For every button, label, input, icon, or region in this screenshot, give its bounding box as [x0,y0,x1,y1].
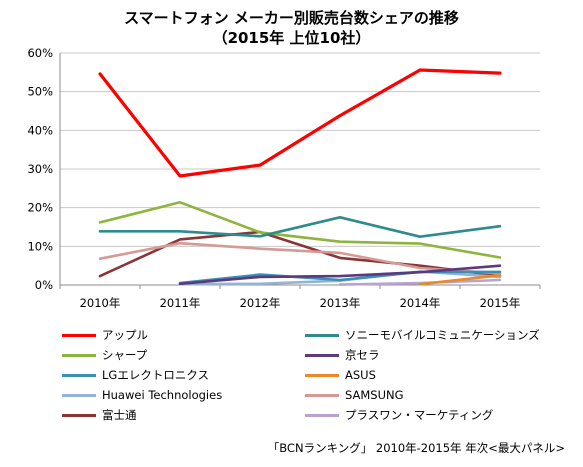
legend-item: 富士通 [62,406,137,424]
series-line [98,216,502,238]
legend-swatch [62,353,96,357]
legend-item: アップル [62,326,148,344]
legend-swatch [305,353,339,357]
legend-label: シャープ [102,348,148,362]
y-tick-label: 60% [27,46,53,60]
legend-label: 京セラ [345,348,380,362]
y-tick-label: 40% [27,123,53,137]
legend-swatch [62,333,96,337]
legend-label: SAMSUNG [345,388,404,402]
legend-label: プラスワン・マーケティング [345,408,494,422]
legend-item: LGエレクトロニクス [62,366,209,384]
plot-area: 0% 10% 20% 30% 40% 50% 60% 2010年 2011年 2012年 2013年… [27,46,541,310]
x-tick-label: 2012年 [240,296,281,310]
y-tick-label: 20% [27,201,53,215]
legend-label: 富士通 [102,408,137,422]
legend-item: SAMSUNG [305,386,404,404]
series-line [418,274,502,286]
legend-item: Huawei Technologies [62,386,222,404]
legend-label: ソニーモバイルコミュニケーションズ [345,328,540,342]
legend-label: アップル [102,328,148,342]
series-line [98,68,502,178]
x-tick-label: 2014年 [400,296,441,310]
y-tick-label: 10% [27,239,53,253]
legend-swatch [62,373,96,377]
series-line [178,264,502,286]
legend-swatch [305,373,339,377]
legend-swatch [62,393,96,397]
y-tick-label: 0% [35,278,53,292]
legend-item: シャープ [62,346,147,364]
legend-label: Huawei Technologies [102,388,223,402]
legend-item: 京セラ [305,346,380,364]
legend-item: プラスワン・マーケティング [305,406,493,424]
x-tick-label: 2011年 [160,296,201,310]
legend-label: LGエレクトロニクス [102,368,209,382]
y-tick-label: 50% [27,85,53,99]
series-line [98,241,502,275]
legend-swatch [305,333,339,337]
legend-swatch [305,413,339,417]
series-line [178,270,502,285]
x-tick-label: 2015年 [480,296,521,310]
x-tick-label: 2010年 [80,296,121,310]
chart-title: スマートフォン メーカー別販売台数シェアの推移 [124,9,459,27]
legend-label: ASUS [345,368,376,382]
x-tick-label: 2013年 [320,296,361,310]
chart-subtitle: （2015年 上位10社） [212,29,371,47]
legend-item: ASUS [305,366,376,384]
source-note: 「BCNランキング」 2010年-2015年 年次<最大パネル> [267,441,565,455]
series-line [98,201,502,259]
y-tick-label: 30% [27,162,53,176]
legend-item: ソニーモバイルコミュニケーションズ [305,326,540,344]
legend-swatch [62,413,96,417]
legend-swatch [305,393,339,397]
